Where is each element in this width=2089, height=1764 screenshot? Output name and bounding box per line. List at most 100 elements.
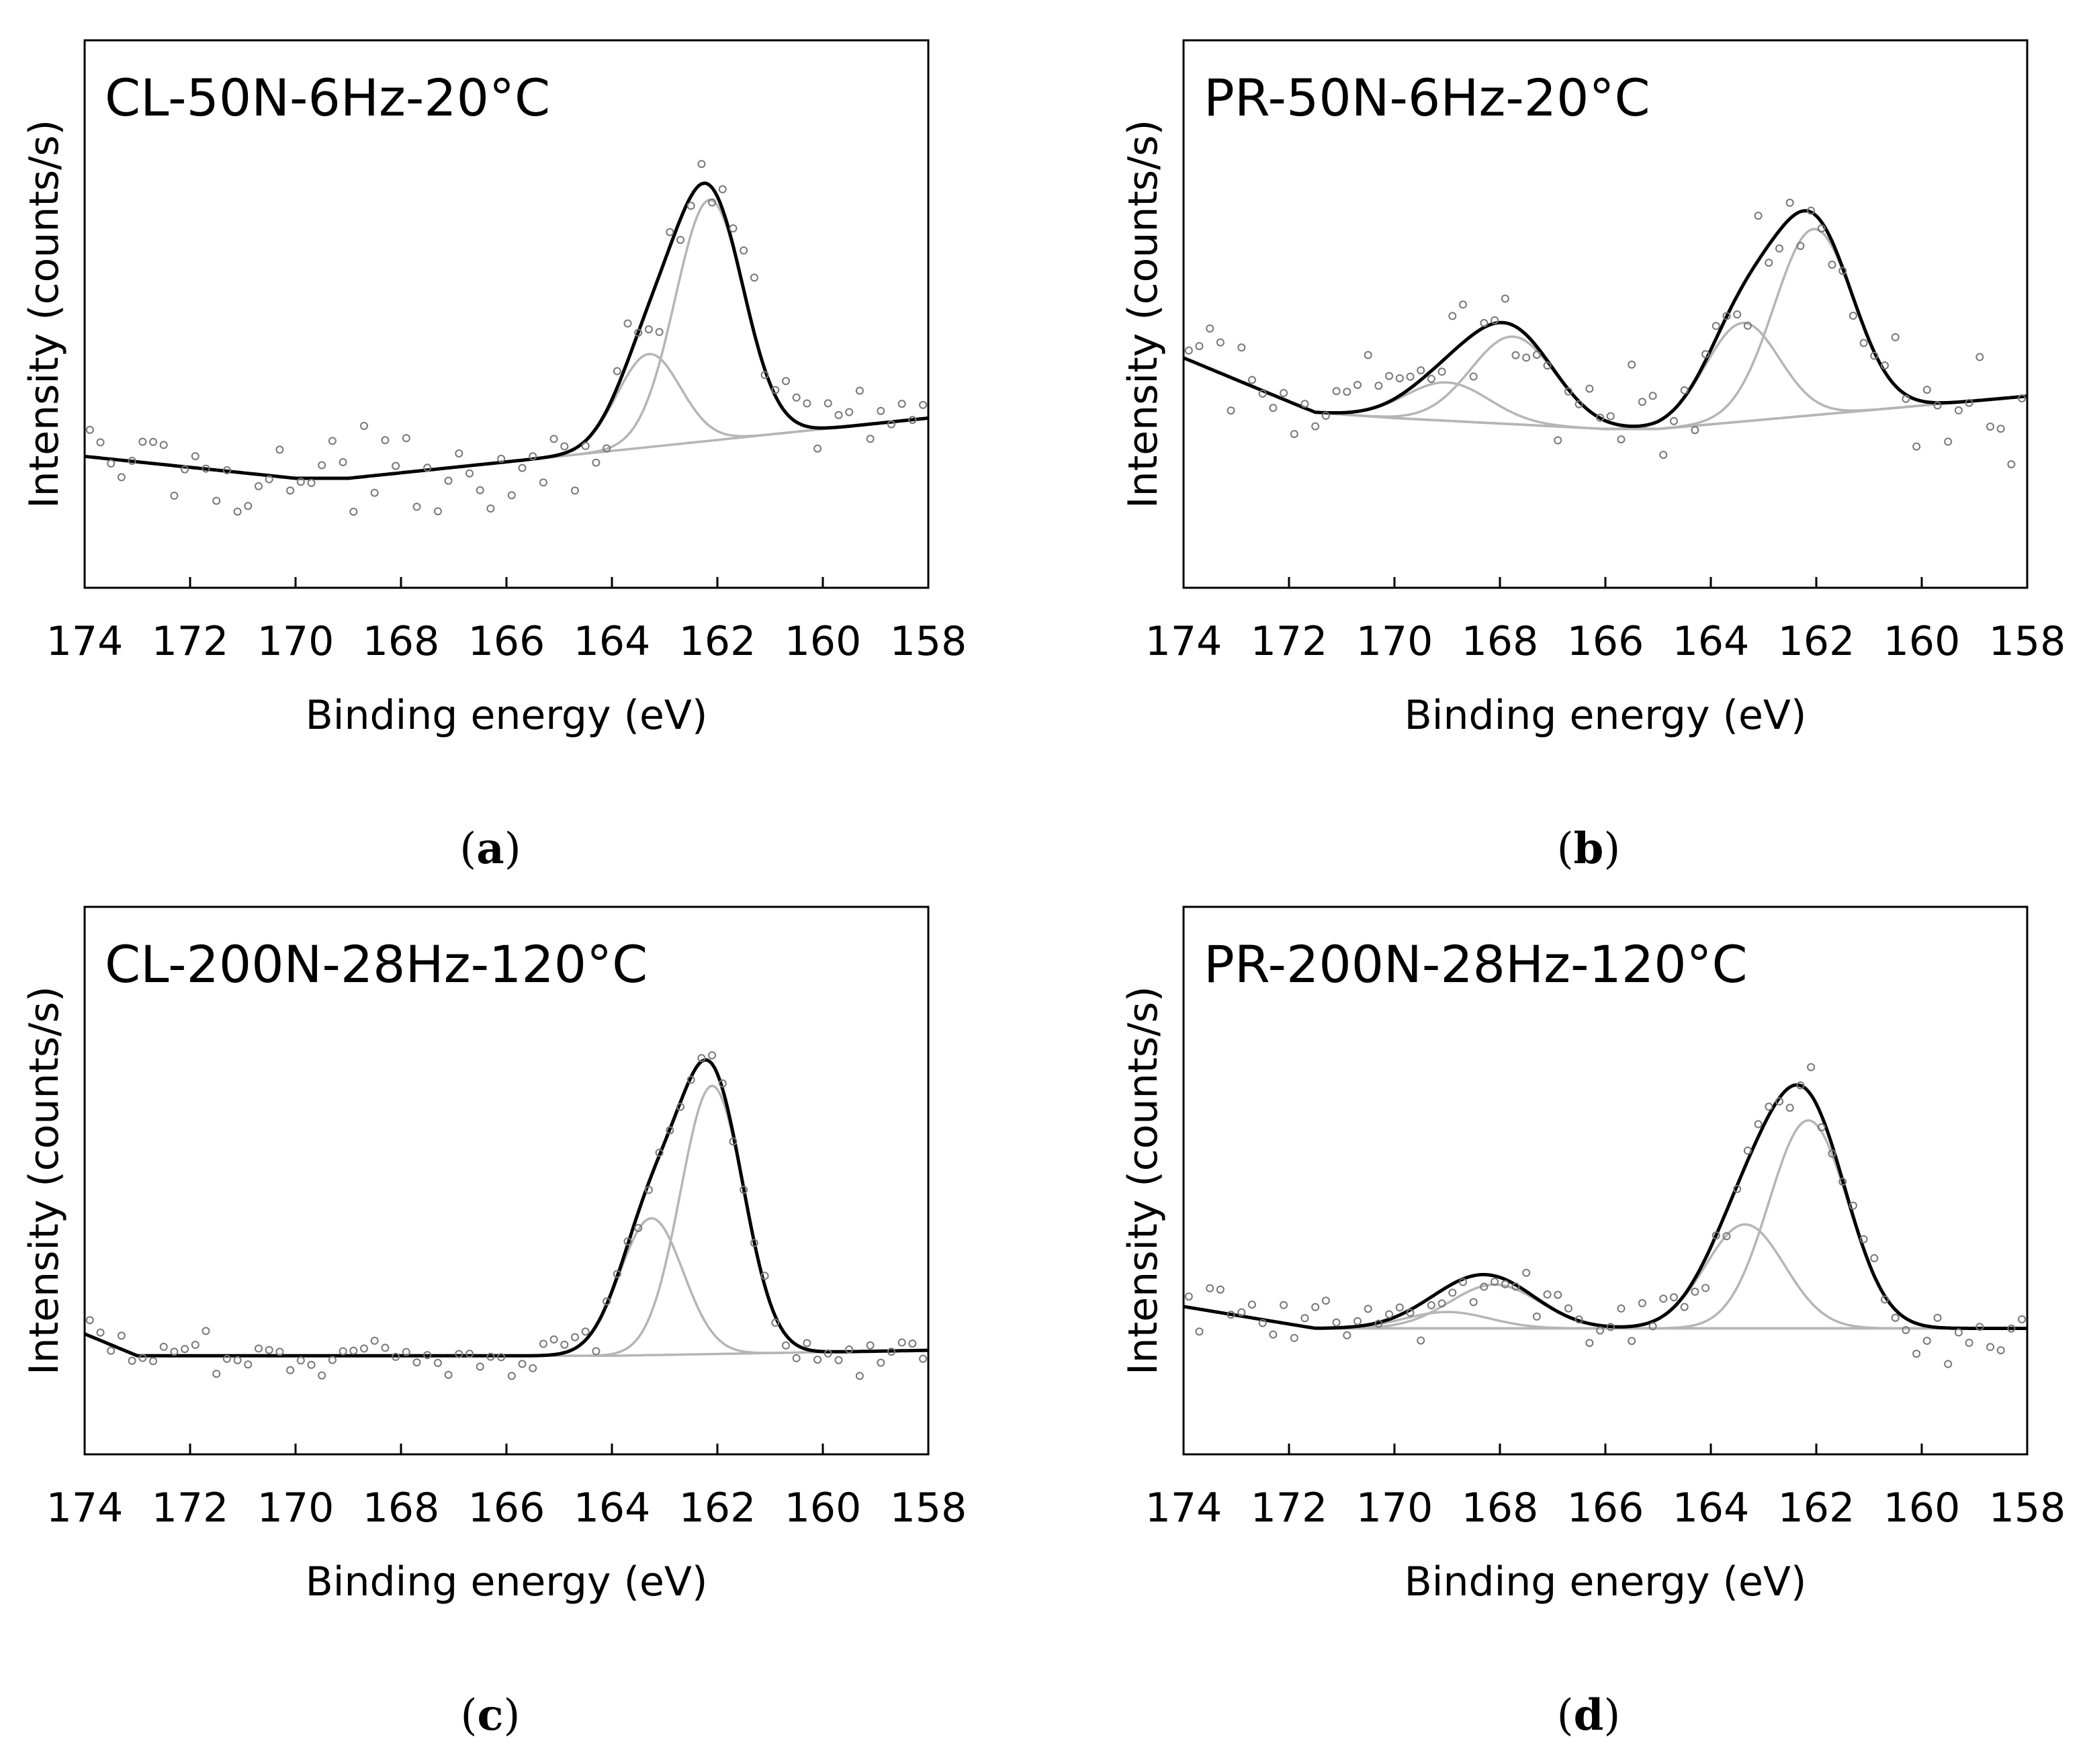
x-tick-label: 174 xyxy=(46,1485,124,1532)
data-point xyxy=(296,1356,305,1365)
data-point xyxy=(159,441,168,449)
x-tick-label: 170 xyxy=(257,618,335,665)
envelope-fit xyxy=(84,181,929,480)
data-point xyxy=(1491,1278,1499,1286)
data-point xyxy=(233,1356,242,1364)
data-point xyxy=(1870,1254,1879,1262)
data-point xyxy=(539,478,547,487)
data-point xyxy=(128,457,136,465)
data-point xyxy=(908,416,917,425)
data-point xyxy=(159,1342,168,1351)
data-point xyxy=(1448,312,1457,320)
data-point xyxy=(634,1224,643,1233)
data-point xyxy=(1364,351,1372,359)
data-point xyxy=(1775,1097,1783,1106)
data-point xyxy=(1532,1312,1541,1321)
component-peak-1 xyxy=(332,198,910,480)
data-point xyxy=(1501,294,1509,303)
data-point xyxy=(1680,386,1689,394)
data-point xyxy=(771,1319,780,1327)
data-point xyxy=(1933,401,1942,410)
panel-title: CL-200N-28Hz-120°C xyxy=(105,934,648,994)
data-point xyxy=(1269,404,1278,412)
data-point xyxy=(1374,1319,1383,1328)
data-point xyxy=(1184,346,1193,355)
data-point xyxy=(244,1360,253,1369)
data-point xyxy=(1817,224,1826,233)
data-point xyxy=(433,507,442,516)
x-tick-label: 174 xyxy=(46,618,124,665)
data-point xyxy=(845,1345,854,1354)
data-point xyxy=(1859,339,1868,347)
data-point xyxy=(328,1356,337,1364)
data-point xyxy=(666,228,674,236)
data-point xyxy=(1922,386,1931,394)
data-point xyxy=(1343,388,1351,396)
data-point xyxy=(1628,360,1636,369)
data-point xyxy=(539,1339,547,1348)
data-point xyxy=(1343,1331,1351,1339)
data-point xyxy=(233,507,242,516)
data-point xyxy=(1353,1317,1362,1325)
data-point xyxy=(2018,394,2027,402)
data-point xyxy=(1437,367,1446,376)
x-tick-label: 162 xyxy=(1778,618,1855,665)
data-point xyxy=(1543,361,1552,370)
x-tick-label: 174 xyxy=(1145,618,1223,665)
data-point xyxy=(782,1341,790,1350)
data-point xyxy=(149,437,157,446)
data-point xyxy=(1406,372,1415,381)
x-axis-label: Binding energy (eV) xyxy=(1405,692,1807,739)
data-point xyxy=(265,1346,273,1354)
data-point xyxy=(729,224,738,232)
data-point xyxy=(96,438,105,447)
y-axis-label: Intensity (counts/s) xyxy=(1120,986,1167,1375)
data-point xyxy=(1648,392,1657,400)
x-tick-label: 172 xyxy=(1251,1485,1328,1532)
panel-c: 174 172 170 168 166 164 162 160 158 Binding energ… xyxy=(21,906,967,1740)
x-tick-label: 172 xyxy=(1251,618,1328,665)
data-point xyxy=(834,1356,843,1364)
data-point xyxy=(1459,1278,1467,1286)
data-point xyxy=(107,459,116,468)
component-peak-3 xyxy=(1183,1283,2009,1330)
x-tick-label: 160 xyxy=(785,618,862,665)
data-point xyxy=(708,198,717,207)
data-point xyxy=(1922,1337,1931,1345)
data-point xyxy=(1670,416,1678,425)
data-point xyxy=(1975,1323,1984,1331)
data-point xyxy=(676,1102,684,1111)
data-point xyxy=(1195,1327,1204,1336)
data-point xyxy=(1859,1235,1868,1243)
data-point xyxy=(1248,1300,1256,1309)
data-point xyxy=(1574,400,1583,408)
data-point xyxy=(1321,411,1330,420)
component-peak-2 xyxy=(335,1217,913,1358)
data-point xyxy=(1870,351,1879,360)
data-point xyxy=(465,469,474,478)
data-point xyxy=(697,160,706,169)
data-point xyxy=(1996,425,2005,433)
y-axis-label: Intensity (counts/s) xyxy=(21,120,68,509)
data-point xyxy=(381,1343,390,1352)
data-point xyxy=(2007,460,2016,469)
data-point xyxy=(1332,387,1341,396)
data-point xyxy=(455,449,463,457)
data-point xyxy=(244,502,253,511)
data-point xyxy=(877,406,885,415)
data-point xyxy=(813,1356,822,1364)
x-tick-label: 162 xyxy=(1778,1485,1855,1532)
data-point xyxy=(476,1362,484,1371)
data-point xyxy=(402,434,410,443)
data-point xyxy=(1754,212,1763,220)
x-tick-label: 166 xyxy=(468,1485,545,1532)
y-axis-label: Intensity (counts/s) xyxy=(1120,120,1167,509)
data-point xyxy=(729,1137,738,1146)
data-point xyxy=(423,464,432,472)
data-point xyxy=(286,1366,295,1374)
data-point xyxy=(107,1346,116,1355)
panel-caption: (c) xyxy=(461,1690,521,1740)
data-point xyxy=(1606,412,1615,421)
data-point xyxy=(1417,366,1425,375)
